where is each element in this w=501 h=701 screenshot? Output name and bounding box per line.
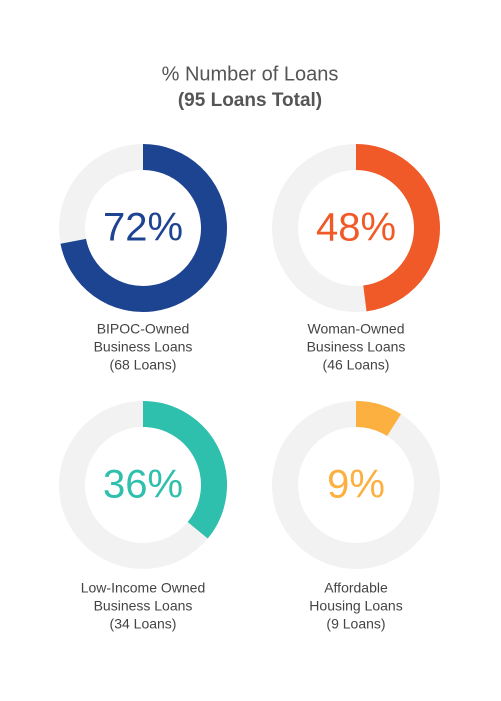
percent-label: 9% xyxy=(327,463,385,507)
percent-label: 48% xyxy=(316,206,396,250)
donut-label: Woman-Owned xyxy=(307,321,404,337)
donut-label: (34 Loans) xyxy=(110,616,177,632)
donut-arc xyxy=(142,401,227,539)
donut-label: (9 Loans) xyxy=(326,616,385,632)
donut-arc xyxy=(60,144,227,312)
subtitle: (95 Loans Total) xyxy=(178,90,322,111)
donut-label: Business Loans xyxy=(94,339,193,355)
title: % Number of Loans xyxy=(162,63,339,85)
donut-label: Low-Income Owned xyxy=(81,580,206,596)
percent-label: 36% xyxy=(103,463,183,507)
donut-arc xyxy=(355,144,440,312)
donut-label: Business Loans xyxy=(307,339,406,355)
donut-label: Housing Loans xyxy=(309,598,402,614)
donut-label: BIPOC-Owned xyxy=(97,321,190,337)
donut-label: (68 Loans) xyxy=(110,357,177,373)
donut-label: (46 Loans) xyxy=(323,357,390,373)
donut-label: Business Loans xyxy=(94,598,193,614)
donut-label: Affordable xyxy=(324,580,388,596)
percent-label: 72% xyxy=(103,206,183,250)
donut-arc xyxy=(355,401,402,437)
